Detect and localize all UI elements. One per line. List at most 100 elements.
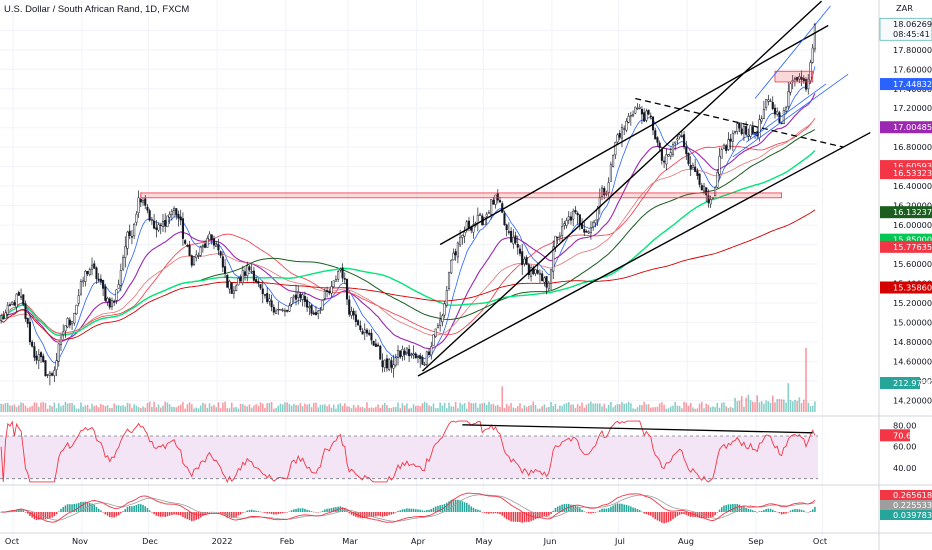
candle[interactable] xyxy=(680,131,683,139)
candle[interactable] xyxy=(374,338,377,347)
candle[interactable] xyxy=(751,121,754,135)
candle[interactable] xyxy=(403,347,406,361)
candle[interactable] xyxy=(654,127,657,140)
candle[interactable] xyxy=(246,261,249,282)
candle[interactable] xyxy=(479,212,482,216)
candle[interactable] xyxy=(290,297,293,308)
candle[interactable] xyxy=(141,197,145,206)
candle[interactable] xyxy=(306,296,309,312)
candle[interactable] xyxy=(804,77,808,92)
candle[interactable] xyxy=(725,143,728,154)
candle[interactable] xyxy=(656,136,659,147)
candle[interactable] xyxy=(638,104,641,110)
candle[interactable] xyxy=(146,204,149,214)
candle[interactable] xyxy=(521,243,524,276)
candle[interactable] xyxy=(405,347,408,356)
candle[interactable] xyxy=(760,115,763,124)
candle[interactable] xyxy=(79,279,82,296)
candle[interactable] xyxy=(576,211,579,225)
candle[interactable] xyxy=(217,238,220,256)
candle[interactable] xyxy=(263,293,267,299)
candle[interactable] xyxy=(181,212,184,246)
candle[interactable] xyxy=(716,169,719,189)
candle[interactable] xyxy=(614,141,617,159)
candle[interactable] xyxy=(350,306,353,319)
candle[interactable] xyxy=(718,147,721,180)
candle[interactable] xyxy=(811,44,814,64)
candle[interactable] xyxy=(161,213,165,232)
price-badge[interactable] xyxy=(880,167,932,180)
candle[interactable] xyxy=(354,310,357,327)
candle[interactable] xyxy=(321,300,324,311)
candle[interactable] xyxy=(640,106,643,124)
candle[interactable] xyxy=(228,279,231,294)
candle[interactable] xyxy=(341,263,344,283)
candle[interactable] xyxy=(219,250,222,259)
price-badge[interactable] xyxy=(880,121,932,134)
candle[interactable] xyxy=(379,344,382,360)
candle[interactable] xyxy=(184,239,187,245)
candle[interactable] xyxy=(563,220,566,230)
inner-channel-upper[interactable] xyxy=(732,73,849,158)
candle[interactable] xyxy=(97,272,100,283)
candle[interactable] xyxy=(669,147,672,160)
candle[interactable] xyxy=(510,227,513,243)
candle[interactable] xyxy=(802,75,805,84)
candle[interactable] xyxy=(401,345,404,361)
candle[interactable] xyxy=(148,208,151,222)
candle[interactable] xyxy=(177,210,180,227)
candle[interactable] xyxy=(179,209,182,226)
candle[interactable] xyxy=(270,294,273,312)
candle[interactable] xyxy=(627,112,630,124)
candle[interactable] xyxy=(809,59,812,84)
candle[interactable] xyxy=(122,254,125,272)
candle[interactable] xyxy=(789,81,792,96)
candle[interactable] xyxy=(84,269,87,287)
candle[interactable] xyxy=(35,351,38,365)
candle[interactable] xyxy=(20,288,23,301)
candle[interactable] xyxy=(569,211,573,225)
candle[interactable] xyxy=(159,223,162,235)
channel-lower-extension[interactable] xyxy=(417,131,871,377)
candle[interactable] xyxy=(685,140,688,160)
candle[interactable] xyxy=(436,323,439,329)
candle[interactable] xyxy=(594,219,597,228)
candle[interactable] xyxy=(110,297,114,310)
candle[interactable] xyxy=(465,219,468,233)
candle[interactable] xyxy=(365,327,369,337)
candle[interactable] xyxy=(326,286,329,298)
candle[interactable] xyxy=(212,235,216,250)
candle[interactable] xyxy=(541,270,544,282)
candle[interactable] xyxy=(527,262,530,280)
candle[interactable] xyxy=(8,302,12,307)
candle[interactable] xyxy=(44,360,47,377)
candle[interactable] xyxy=(130,229,133,245)
candle[interactable] xyxy=(629,111,632,126)
candle[interactable] xyxy=(749,124,752,140)
candle[interactable] xyxy=(762,100,765,119)
candle[interactable] xyxy=(676,133,679,145)
candle[interactable] xyxy=(729,134,732,150)
candle[interactable] xyxy=(115,289,118,305)
candle[interactable] xyxy=(390,357,393,373)
candle[interactable] xyxy=(623,125,626,136)
candle[interactable] xyxy=(461,234,464,245)
candle[interactable] xyxy=(210,234,213,245)
candle[interactable] xyxy=(372,340,375,347)
candle[interactable] xyxy=(674,141,677,151)
candle[interactable] xyxy=(192,256,196,266)
candle[interactable] xyxy=(108,296,111,310)
candle[interactable] xyxy=(696,168,699,180)
candle[interactable] xyxy=(42,353,45,363)
candle[interactable] xyxy=(232,286,235,299)
candle[interactable] xyxy=(361,328,364,335)
candle[interactable] xyxy=(259,284,262,291)
candle[interactable] xyxy=(126,230,129,256)
candle[interactable] xyxy=(592,220,595,231)
candle[interactable] xyxy=(738,122,741,133)
candle[interactable] xyxy=(57,343,60,367)
candle[interactable] xyxy=(549,268,553,290)
candle[interactable] xyxy=(53,366,56,383)
candle[interactable] xyxy=(671,141,675,158)
candle[interactable] xyxy=(11,301,14,306)
